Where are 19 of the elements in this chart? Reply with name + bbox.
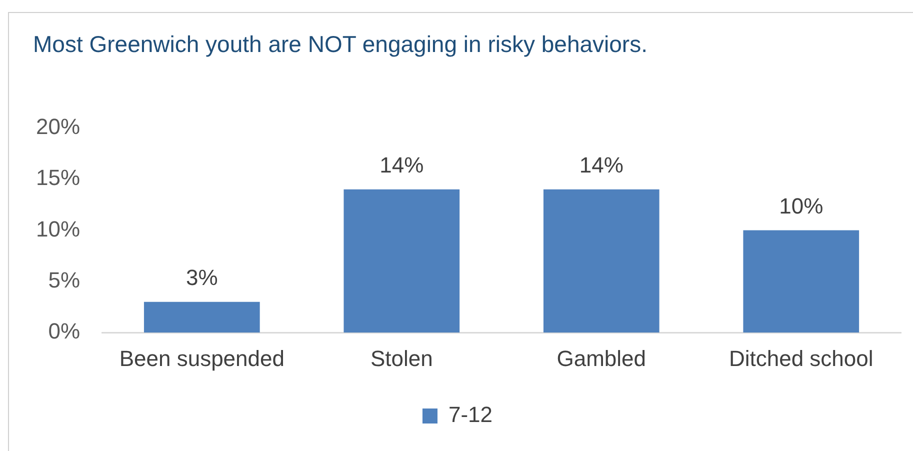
bar: [543, 189, 660, 333]
y-tick-label: 5%: [48, 268, 80, 293]
y-tick-label: 0%: [48, 318, 80, 344]
y-tick-label: 15%: [36, 165, 80, 190]
data-label: 3%: [186, 264, 218, 290]
bar: [144, 302, 260, 333]
data-label: 10%: [779, 193, 824, 218]
chart-title: Most Greenwich youth are NOT engaging in risky behaviors.: [33, 30, 648, 59]
bar: [344, 189, 460, 333]
data-label: 14%: [380, 152, 424, 178]
x-tick-label: Been suspended: [119, 346, 284, 371]
y-tick-label: 20%: [36, 114, 80, 140]
bar: [743, 230, 860, 333]
data-label: 14%: [579, 152, 624, 178]
x-tick-label: Gambled: [556, 346, 646, 371]
y-tick-label: 10%: [36, 216, 80, 242]
x-tick-label: Ditched school: [728, 346, 874, 371]
x-tick-label: Stolen: [370, 346, 433, 371]
legend-label: 7-12: [448, 402, 493, 428]
